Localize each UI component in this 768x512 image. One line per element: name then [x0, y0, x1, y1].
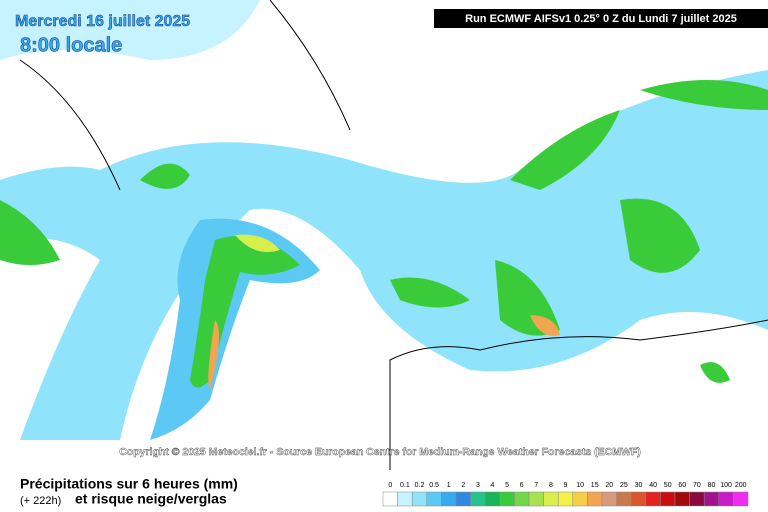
legend-swatch — [514, 491, 530, 507]
legend-lead: (+ 222h) — [20, 495, 61, 507]
legend-label: 9 — [564, 482, 568, 489]
legend-swatch — [689, 491, 705, 507]
legend-swatch — [645, 491, 661, 507]
legend-swatch — [660, 491, 676, 507]
legend-swatch — [733, 491, 749, 507]
legend-label: 1 — [447, 482, 451, 489]
legend-label: 2 — [461, 482, 465, 489]
run-info: Run ECMWF AIFSv1 0.25° 0 Z du Lundi 7 ju… — [465, 13, 737, 25]
run-banner — [434, 9, 768, 28]
legend-subtitle: et risque neige/verglas — [75, 491, 227, 507]
legend-swatch — [718, 491, 734, 507]
legend-label: 80 — [708, 482, 716, 489]
legend-label: 40 — [649, 482, 657, 489]
legend-label: 200 — [735, 482, 747, 489]
legend-swatch — [572, 491, 588, 507]
legend-label: 3 — [476, 482, 480, 489]
legend-label: 10 — [576, 482, 584, 489]
legend-label: 7 — [534, 482, 538, 489]
legend-label: 0.2 — [415, 482, 425, 489]
legend-label: 70 — [693, 482, 701, 489]
forecast-time: 8:00 locale — [20, 34, 122, 56]
legend-label: 100 — [720, 482, 732, 489]
legend-swatch — [441, 491, 457, 507]
legend-label: 20 — [605, 482, 613, 489]
legend-swatch — [630, 491, 647, 507]
legend-label: 6 — [520, 482, 524, 489]
legend-swatch — [397, 491, 413, 507]
legend-swatch — [484, 491, 501, 507]
legend-swatch — [601, 491, 617, 507]
legend-swatch — [499, 491, 515, 507]
legend-swatch — [587, 491, 603, 507]
legend-swatch — [703, 491, 720, 507]
legend-swatch — [470, 491, 486, 507]
legend-label: 15 — [591, 482, 599, 489]
legend-label: 8 — [549, 482, 553, 489]
legend-swatch — [382, 491, 398, 507]
legend-title: Précipitations sur 6 heures (mm) — [20, 476, 238, 492]
legend-label: 0.5 — [429, 482, 439, 489]
legend-label: 25 — [620, 482, 628, 489]
legend-swatch — [543, 491, 559, 507]
legend-label: 0 — [388, 482, 392, 489]
legend-label: 0.1 — [400, 482, 410, 489]
legend-label: 60 — [678, 482, 686, 489]
legend-swatch — [674, 491, 690, 507]
legend-label: 50 — [664, 482, 672, 489]
legend-swatch — [455, 491, 471, 507]
legend-label: 30 — [635, 482, 643, 489]
legend-swatch — [426, 491, 442, 507]
legend-swatch — [616, 491, 632, 507]
legend-swatch — [557, 491, 574, 507]
legend-label: 5 — [505, 482, 509, 489]
forecast-date: Mercredi 16 juillet 2025 — [15, 13, 190, 30]
legend-label: 4 — [491, 482, 495, 489]
map-area — [0, 0, 768, 470]
legend-scale: 0 0.1 0.2 0.5 1 2 3 4 5 6 7 8 9 10 15 20 25 30 40 50 60 70 80 1… — [382, 482, 749, 507]
legend-swatch — [528, 491, 544, 507]
copyright: Copyright © 2025 Meteociel.fr - Source E… — [119, 446, 641, 458]
legend-swatch — [411, 491, 428, 507]
